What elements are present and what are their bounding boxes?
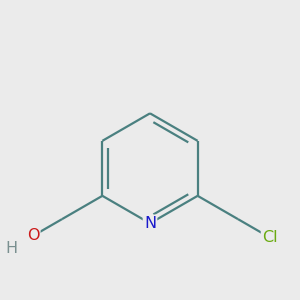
Text: H: H xyxy=(5,241,17,256)
Text: N: N xyxy=(144,216,156,231)
Text: O: O xyxy=(27,228,39,243)
Text: Cl: Cl xyxy=(262,230,278,245)
